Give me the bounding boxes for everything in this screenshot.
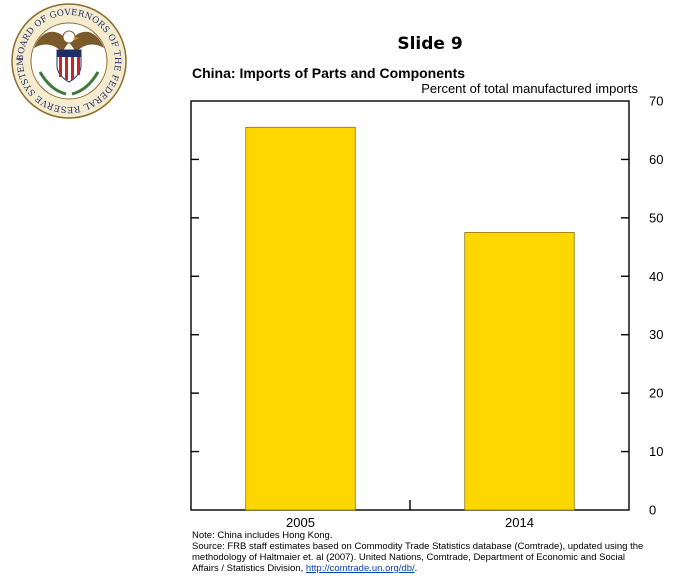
y-tick-label-10: 10 <box>649 444 663 459</box>
bar-2005 <box>245 126 356 511</box>
y-tick-label-0: 0 <box>649 503 656 518</box>
comtrade-link[interactable]: http://comtrade.un.org/db/ <box>305 563 415 574</box>
source-trailing-period: . <box>414 563 418 574</box>
y-tick-label-40: 40 <box>649 269 663 284</box>
x-tick-label-2005: 2005 <box>286 515 315 530</box>
x-tick-label-2014: 2014 <box>505 515 534 530</box>
y-axis-unit-label: Percent of total manufactured imports <box>421 81 638 96</box>
source-text: Source: FRB staff estimates based on Com… <box>192 541 652 574</box>
bar-2014 <box>464 232 575 511</box>
slide-title: Slide 9 <box>397 34 463 54</box>
note-text: Note: China includes Hong Kong. <box>192 530 333 541</box>
chart-title: China: Imports of Parts and Components <box>192 65 466 81</box>
footnote: Note: China includes Hong Kong. Source: … <box>192 530 652 574</box>
y-tick-label-60: 60 <box>649 152 663 167</box>
y-tick-label-30: 30 <box>649 327 663 342</box>
y-tick-label-50: 50 <box>649 210 663 225</box>
y-tick-label-70: 70 <box>649 94 663 109</box>
y-tick-label-20: 20 <box>649 386 663 401</box>
federal-reserve-seal: BOARD OF GOVERNORS OF THE FEDERAL RESERV… <box>11 3 127 119</box>
source-body: Source: FRB staff estimates based on Com… <box>192 541 644 574</box>
